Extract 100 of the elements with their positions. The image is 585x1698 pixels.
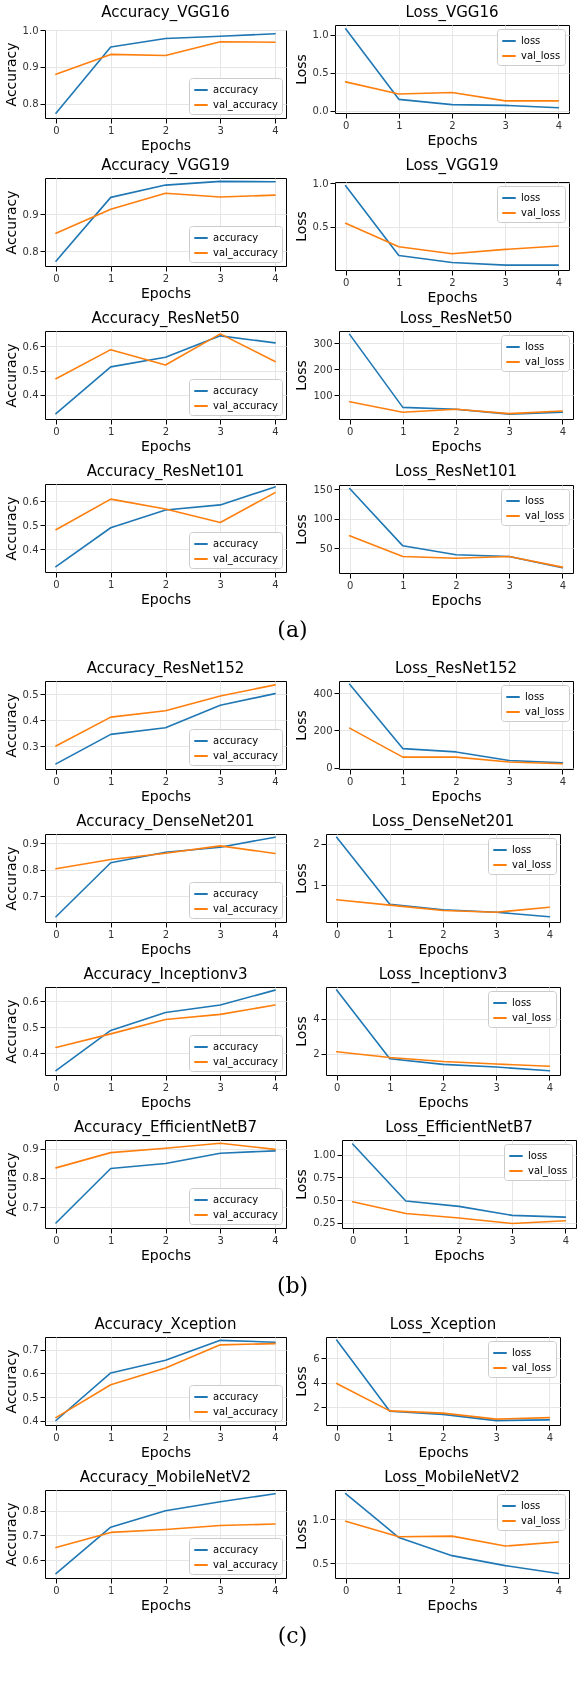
- legend-label: val_loss: [521, 1515, 561, 1527]
- x-tick-label: 4: [546, 1431, 554, 1443]
- x-tick-label: 4: [546, 928, 554, 940]
- x-axis-title: Epochs: [140, 284, 192, 301]
- x-tick-label: 0: [53, 1081, 60, 1093]
- y-tick-label: 1: [313, 879, 320, 891]
- x-tick-label: 3: [509, 1234, 516, 1246]
- y-tick-label: 50: [319, 542, 333, 554]
- x-axis-title: Epochs: [431, 591, 482, 608]
- x-axis-title: Epochs: [140, 1596, 192, 1613]
- legend-label: accuracy: [213, 1544, 259, 1555]
- line-series: [348, 727, 564, 765]
- x-tick-label: 2: [162, 578, 170, 590]
- chart-title: Accuracy_Xception: [94, 1315, 237, 1334]
- legend-label: accuracy: [213, 538, 259, 549]
- chart-title: Accuracy_Inceptionv3: [83, 965, 248, 984]
- y-axis-title: Accuracy: [2, 693, 19, 758]
- x-tick-label: 1: [108, 1431, 115, 1443]
- x-tick-label: 3: [217, 775, 224, 787]
- line-series: [55, 335, 276, 415]
- line-series: [55, 333, 276, 380]
- line-series: [335, 898, 551, 914]
- x-tick-label: 1: [396, 1584, 403, 1596]
- x-axis-title: Epochs: [418, 1093, 469, 1110]
- x-tick-label: 4: [272, 928, 279, 940]
- x-tick-label: 2: [162, 928, 170, 940]
- x-tick-label: 1: [108, 425, 115, 437]
- y-tick-label: 0.8: [22, 864, 39, 876]
- legend-label: accuracy: [213, 735, 259, 746]
- line-series: [55, 180, 276, 262]
- text: (b): [275, 1272, 310, 1300]
- y-axis-title: Accuracy: [2, 496, 19, 561]
- x-tick-label: 4: [555, 1584, 563, 1596]
- y-tick-label: 0.5: [312, 221, 329, 233]
- chart-title: Loss_DenseNet201: [371, 812, 515, 831]
- y-tick-label: 200: [313, 363, 333, 375]
- x-tick-label: 2: [449, 1584, 456, 1596]
- x-tick-label: 1: [108, 1584, 115, 1596]
- y-tick-label: 0.9: [22, 208, 39, 220]
- y-tick-label: 2: [313, 838, 320, 850]
- line-series: [55, 41, 276, 76]
- line-series: [55, 1142, 276, 1169]
- chart-title: Loss_ResNet152: [394, 659, 518, 678]
- legend-label: val_accuracy: [213, 1209, 279, 1221]
- x-tick-label: 1: [108, 272, 115, 284]
- line-series: [55, 192, 276, 234]
- x-tick-label: 2: [440, 1431, 447, 1443]
- x-tick-label: 0: [53, 425, 60, 437]
- y-tick-label: 1.0: [312, 1513, 329, 1525]
- y-tick-label: 2: [313, 1048, 320, 1060]
- y-tick-label: 0: [326, 762, 333, 774]
- x-axis-title: Epochs: [140, 1093, 192, 1110]
- x-tick-label: 2: [162, 1431, 170, 1443]
- x-tick-label: 0: [346, 775, 354, 787]
- legend-label: accuracy: [213, 232, 259, 243]
- x-tick-label: 4: [546, 1081, 554, 1093]
- y-axis-title: Accuracy: [2, 1152, 19, 1217]
- line-series: [55, 1523, 276, 1549]
- y-tick-label: 0.6: [22, 495, 39, 507]
- x-axis-title: Epochs: [140, 590, 192, 607]
- x-tick-label: 1: [400, 775, 407, 787]
- y-tick-label: 0.5: [22, 1391, 39, 1403]
- y-tick-label: 6: [313, 1352, 320, 1364]
- x-tick-label: 3: [493, 1431, 500, 1443]
- x-tick-label: 0: [342, 1584, 350, 1596]
- chart-title: Loss_Xception: [389, 1315, 497, 1334]
- y-tick-label: 0.50: [313, 1194, 336, 1206]
- x-tick-label: 4: [559, 775, 567, 787]
- y-tick-label: 0.5: [22, 688, 39, 700]
- y-tick-label: 0.6: [22, 1367, 39, 1379]
- y-axis-title: Loss: [293, 1366, 310, 1397]
- x-tick-label: 3: [217, 1234, 224, 1246]
- x-tick-label: 4: [559, 579, 567, 591]
- legend-label: loss: [521, 1500, 541, 1511]
- legend-label: loss: [512, 1347, 532, 1358]
- y-tick-label: 2: [313, 1401, 320, 1413]
- x-axis-title: Epochs: [140, 787, 192, 804]
- y-tick-label: 0.75: [313, 1171, 336, 1183]
- x-axis-title: Epochs: [140, 136, 192, 153]
- x-tick-label: 0: [53, 1234, 60, 1246]
- y-tick-label: 0.9: [22, 837, 39, 849]
- legend-label: accuracy: [213, 84, 259, 95]
- line-series: [348, 400, 564, 415]
- x-tick-label: 4: [272, 425, 279, 437]
- x-tick-label: 0: [53, 272, 60, 284]
- line-series: [348, 534, 564, 568]
- y-tick-label: 4: [313, 1013, 320, 1025]
- y-tick-label: 1.00: [313, 1149, 336, 1161]
- legend-label: val_loss: [525, 706, 565, 718]
- x-tick-label: 0: [346, 425, 354, 437]
- x-tick-label: 1: [108, 578, 115, 590]
- y-tick-label: 0.4: [22, 389, 39, 401]
- line-series: [344, 27, 560, 109]
- legend-label: val_accuracy: [213, 400, 279, 412]
- y-axis-title: Loss: [293, 1169, 310, 1200]
- y-axis-title: Loss: [293, 514, 310, 545]
- text: (a): [276, 616, 309, 644]
- line-series: [335, 989, 551, 1072]
- y-tick-label: 0.8: [22, 1172, 39, 1184]
- y-axis-title: Loss: [292, 1519, 309, 1550]
